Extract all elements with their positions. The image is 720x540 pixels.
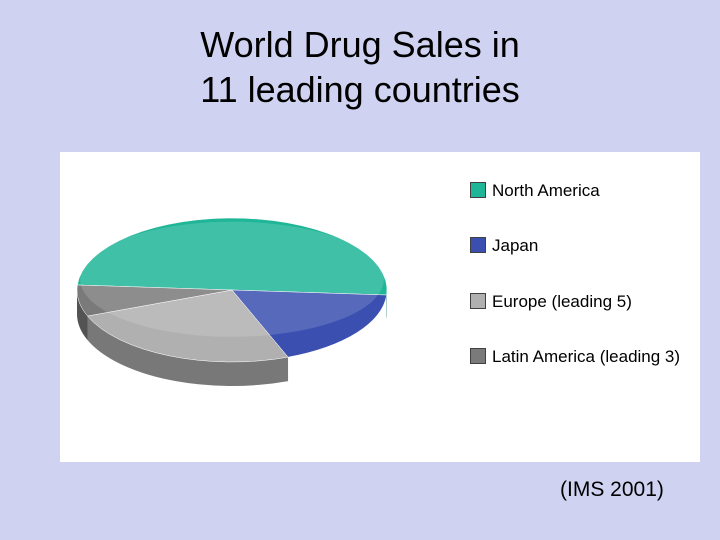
legend-label-north_america: North America xyxy=(492,180,600,201)
legend-item-japan: Japan xyxy=(470,235,695,256)
legend-swatch-latam3 xyxy=(470,348,486,364)
legend-swatch-europe5 xyxy=(470,293,486,309)
title-line-1: World Drug Sales in xyxy=(200,24,519,65)
legend-item-europe5: Europe (leading 5) xyxy=(470,291,695,312)
legend-item-latam3: Latin America (leading 3) xyxy=(470,346,695,367)
legend-label-latam3: Latin America (leading 3) xyxy=(492,346,680,367)
source-citation: (IMS 2001) xyxy=(560,478,664,502)
legend-label-europe5: Europe (leading 5) xyxy=(492,291,632,312)
legend-swatch-north_america xyxy=(470,182,486,198)
slide-title: World Drug Sales in 11 leading countries xyxy=(0,22,720,112)
legend-swatch-japan xyxy=(470,237,486,253)
chart-legend: North America Japan Europe (leading 5) Lati… xyxy=(470,180,695,367)
legend-label-japan: Japan xyxy=(492,235,538,256)
pie-highlight xyxy=(80,222,384,337)
legend-item-north_america: North America xyxy=(470,180,695,201)
title-line-2: 11 leading countries xyxy=(200,69,520,110)
slide: World Drug Sales in 11 leading countries… xyxy=(0,0,720,540)
